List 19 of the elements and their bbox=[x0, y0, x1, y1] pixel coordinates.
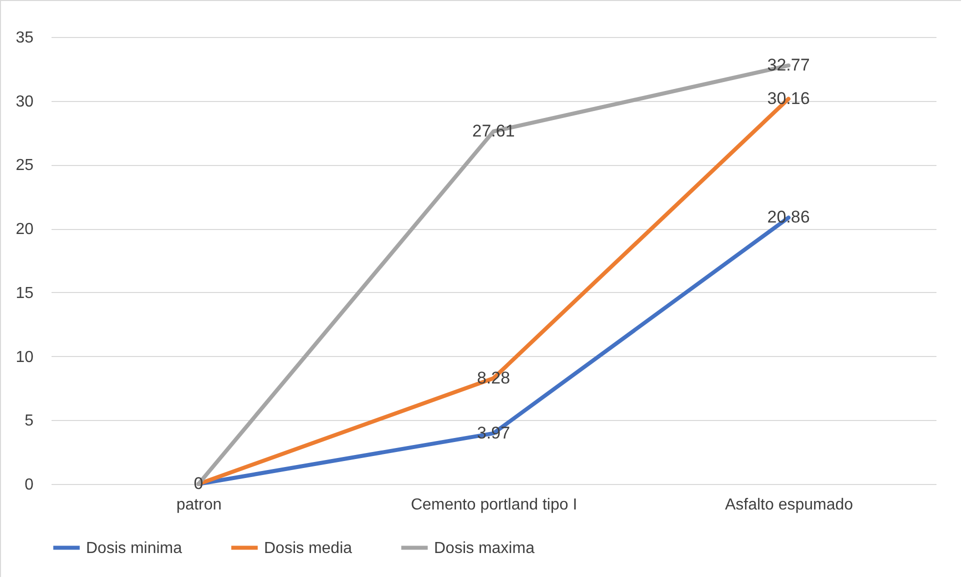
data-label: 32.77 bbox=[767, 55, 810, 74]
legend-label: Dosis maxima bbox=[434, 540, 535, 557]
y-tick-label: 5 bbox=[24, 412, 34, 430]
y-tick-label: 15 bbox=[16, 284, 34, 302]
data-label: 0 bbox=[194, 474, 204, 493]
y-tick-label: 0 bbox=[24, 476, 34, 494]
y-tick-label: 10 bbox=[16, 348, 34, 366]
y-tick-label: 25 bbox=[16, 157, 34, 174]
y-tick-label: 30 bbox=[16, 93, 34, 110]
data-label: 27.61 bbox=[472, 121, 515, 140]
x-tick-label: patron bbox=[176, 496, 222, 514]
x-tick-label: Cemento portland tipo I bbox=[410, 496, 578, 514]
y-tick-label: 20 bbox=[16, 221, 34, 238]
legend-label: Dosis media bbox=[264, 540, 352, 557]
data-label: 30.16 bbox=[767, 88, 810, 108]
x-tick-label: Asfalto espumado bbox=[724, 496, 854, 514]
y-tick-label: 35 bbox=[16, 30, 34, 46]
legend-label: Dosis minima bbox=[86, 540, 182, 557]
data-label: 20.86 bbox=[767, 208, 810, 227]
